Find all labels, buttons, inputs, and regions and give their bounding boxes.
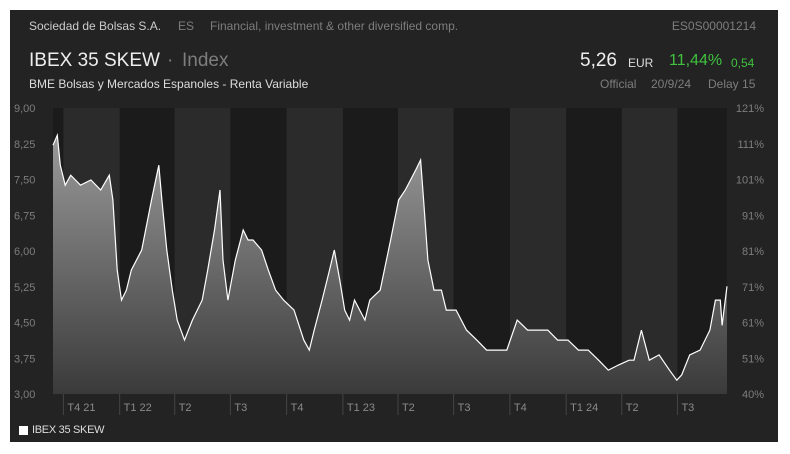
y-tick-label: 9,00 bbox=[14, 103, 35, 115]
x-tick-label: T1 22 bbox=[124, 402, 152, 414]
currency: EUR bbox=[628, 56, 654, 70]
x-tick-label: T4 bbox=[291, 402, 304, 414]
y-tick-label: 7,50 bbox=[14, 175, 35, 187]
y-tick-label: 6,00 bbox=[14, 246, 35, 258]
country-code: ES bbox=[178, 19, 195, 33]
quote-source: Official bbox=[600, 77, 637, 91]
x-tick-label: T1 23 bbox=[347, 402, 375, 414]
series-line bbox=[52, 132, 728, 382]
y2-tick-label: 101% bbox=[736, 175, 764, 187]
x-tick-label: T3 bbox=[234, 402, 247, 414]
x-tick-label: T3 bbox=[681, 402, 694, 414]
exchange-name: Sociedad de Bolsas S.A. bbox=[29, 19, 162, 33]
series-area bbox=[53, 135, 727, 394]
y-tick-label: 3,00 bbox=[14, 389, 35, 401]
y2-tick-label: 71% bbox=[742, 282, 764, 294]
price-chart[interactable]: T4 21 T1 22 T2 T3 T4 T1 23 T2 T3 T4 T1 24 T2 T3 9,00… bbox=[10, 10, 778, 442]
x-tick-label: T3 bbox=[458, 402, 471, 414]
change-absolute: 0,54 bbox=[731, 56, 755, 70]
y-tick-label: 4,50 bbox=[14, 318, 35, 330]
legend-label[interactable]: IBEX 35 SKEW bbox=[32, 424, 105, 436]
y2-tick-label: 51% bbox=[742, 353, 764, 365]
x-tick-label: T4 21 bbox=[67, 402, 95, 414]
y2-tick-label: 40% bbox=[742, 389, 764, 401]
x-tick-label: T2 bbox=[179, 402, 192, 414]
x-tick-label: T4 bbox=[514, 402, 527, 414]
instrument-name: IBEX 35 SKEW bbox=[29, 50, 160, 71]
price: 5,26 bbox=[580, 50, 617, 71]
title-separator: · bbox=[167, 50, 174, 71]
sector: Financial, investment & other diversifie… bbox=[210, 19, 459, 33]
quote-date: 20/9/24 bbox=[651, 77, 692, 91]
instrument-panel: Sociedad de Bolsas S.A. ES Financial, in… bbox=[10, 10, 778, 442]
x-tick-label: T1 24 bbox=[570, 402, 598, 414]
y-tick-label: 5,25 bbox=[14, 282, 35, 294]
y-tick-label: 6,75 bbox=[14, 210, 35, 222]
quote-delay: Delay 15 bbox=[708, 77, 756, 91]
y2-tick-label: 61% bbox=[742, 318, 764, 330]
y-tick-label: 3,75 bbox=[14, 353, 35, 365]
y2-tick-label: 121% bbox=[736, 103, 764, 115]
x-tick-label: T2 bbox=[626, 402, 639, 414]
y2-tick-label: 81% bbox=[742, 246, 764, 258]
y2-tick-label: 111% bbox=[737, 139, 764, 151]
legend-swatch bbox=[19, 426, 28, 435]
instrument-type: Index bbox=[182, 50, 229, 71]
y2-tick-label: 91% bbox=[742, 210, 764, 222]
change-percent: 11,44% bbox=[669, 52, 723, 69]
quarter-band bbox=[621, 108, 678, 394]
market-name: BME Bolsas y Mercados Espanoles - Renta … bbox=[29, 77, 309, 91]
isin: ES0S00001214 bbox=[671, 19, 756, 33]
x-tick-label: T2 bbox=[402, 402, 415, 414]
y-tick-label: 8,25 bbox=[14, 139, 35, 151]
